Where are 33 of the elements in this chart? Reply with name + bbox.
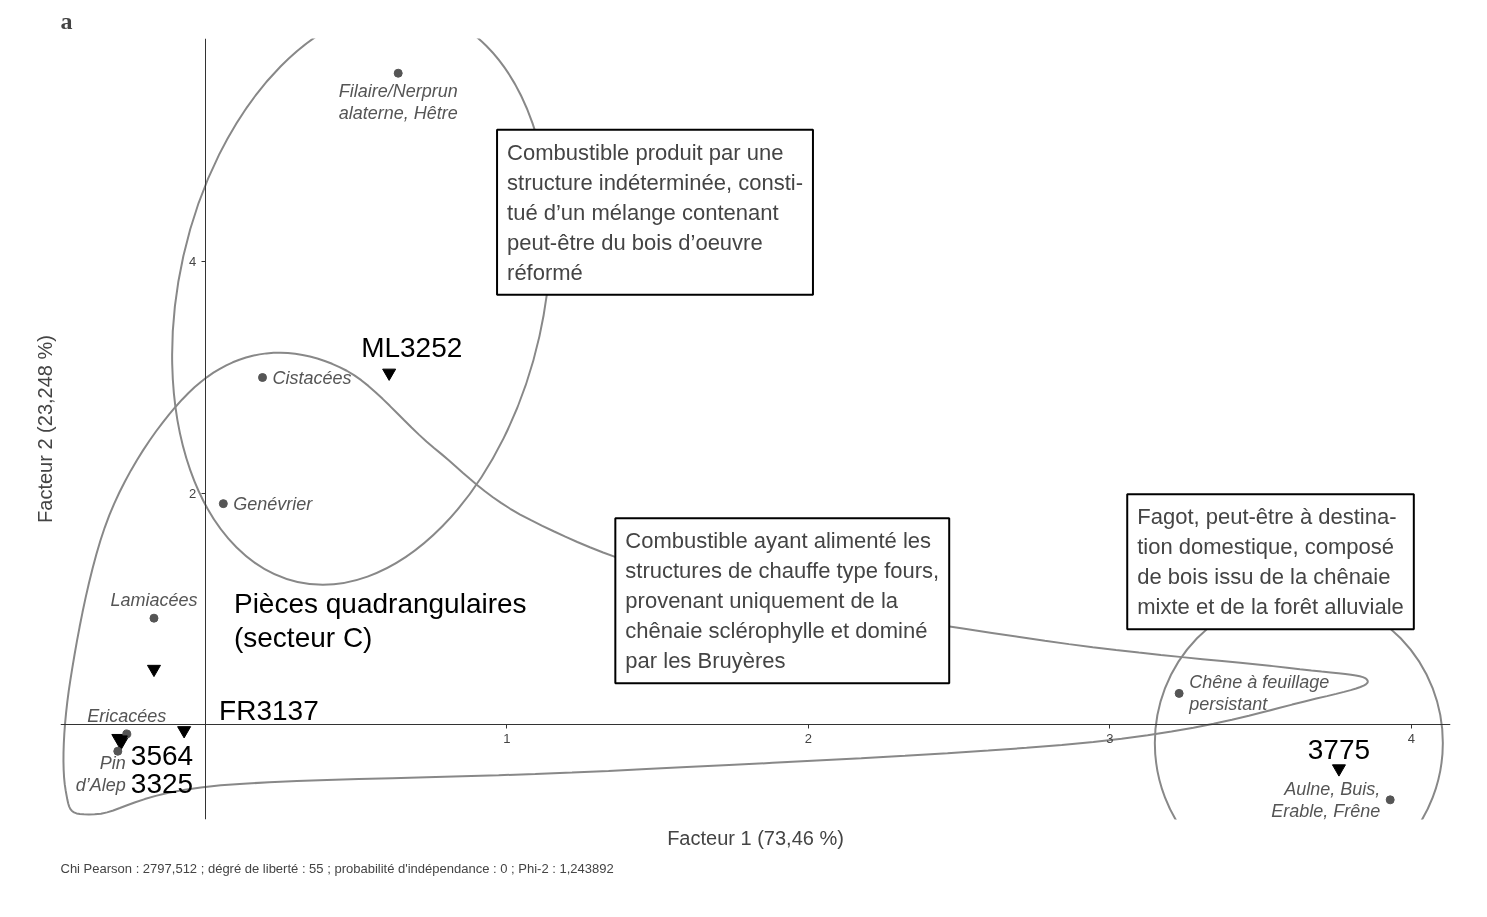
- series-label: Lamiacées: [110, 590, 198, 611]
- point: [1331, 764, 1346, 777]
- series-label: FR3137: [219, 695, 319, 727]
- series-label: ML3252: [361, 331, 463, 363]
- series-label: Pin d’Alep: [75, 753, 126, 796]
- series-label: 3775: [1307, 733, 1371, 765]
- series-label: Ericacées: [87, 705, 167, 726]
- series-label: Genévrier: [233, 493, 314, 514]
- point: [149, 613, 159, 623]
- point: [393, 68, 403, 78]
- point: [1385, 795, 1395, 805]
- text: Chi Pearson : 2797,512 ; dégré de liberté : 55 ; probabilité d'indépendance : 0 ; Phi-2 : 1,243892: [60, 860, 614, 876]
- point: [218, 499, 228, 509]
- series-label: Chêne à feuillage persistant: [1188, 672, 1330, 715]
- series-label: Aulne, Buis, Erable, Frêne: [1271, 778, 1381, 821]
- point: [177, 726, 192, 739]
- annotation: Fagot, peut-être à destina- tion domestique, composé de bois issu de la chênaie mixte et de la forêt alluviale: [1137, 504, 1404, 620]
- chart-title: a: [60, 7, 73, 34]
- x-axis-title: Facteur 1 (73,46 %): [667, 826, 844, 849]
- point: [382, 368, 397, 381]
- annotation: Combustible produit par une structure indéterminée, consti- tué d’un mélange contenant peut-être du bois d’oeuvre réformé: [507, 139, 803, 285]
- point: [113, 746, 123, 756]
- point: [258, 373, 268, 382]
- y-axis-title: Facteur 2 (23,248 %): [33, 335, 56, 523]
- series-label: Cistacées: [272, 367, 352, 388]
- x-tick-label: 2: [804, 730, 812, 746]
- x-tick-label: 1: [503, 730, 511, 746]
- x-tick-label: 4: [1407, 730, 1415, 746]
- point: [1174, 688, 1184, 698]
- annotation: Combustible ayant alimenté les structures de chauffe type fours, provenant uniquement de la chênaie sclérophylle et dominé par les Bruyères: [625, 528, 940, 674]
- point: [146, 664, 161, 678]
- series-label: Filaire/Nerprun alaterne, Hêtre: [338, 81, 458, 124]
- text: Pièces quadrangulaires (secteur C): [233, 587, 527, 654]
